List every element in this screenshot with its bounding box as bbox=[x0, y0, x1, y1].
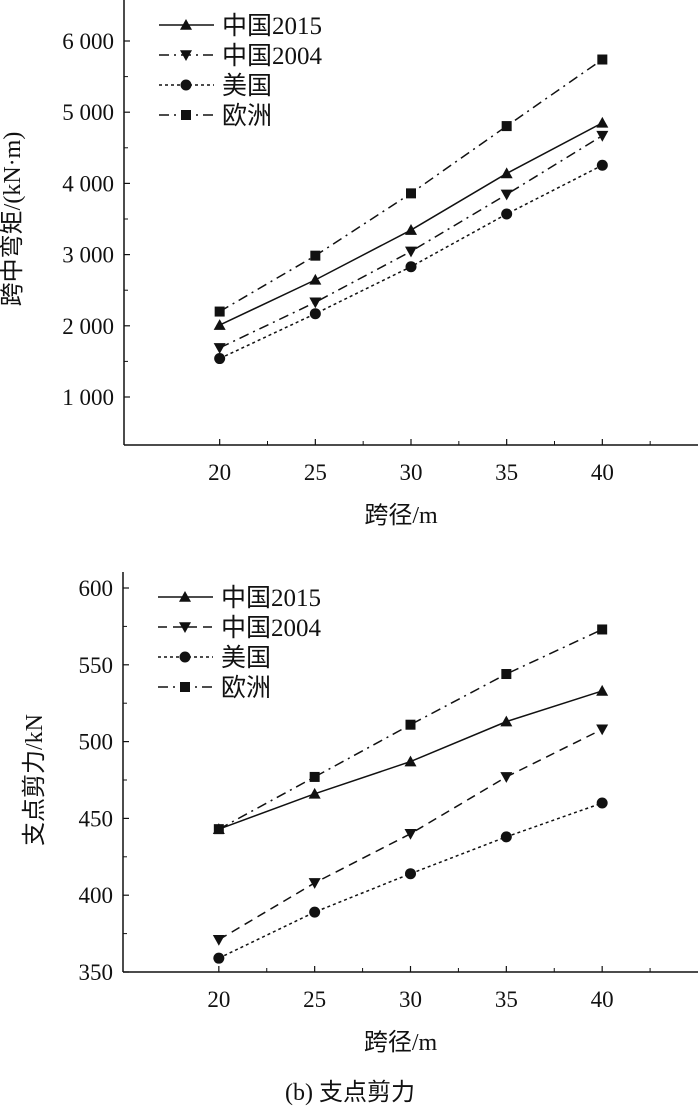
legend-marker bbox=[179, 651, 191, 663]
y-tick-label: 5 000 bbox=[62, 100, 114, 125]
data-point-0-4 bbox=[596, 116, 609, 128]
legend-label: 美国 bbox=[221, 644, 271, 672]
data-point-3-2 bbox=[405, 719, 416, 730]
data-point-2-3 bbox=[501, 208, 513, 220]
data-point-2-0 bbox=[213, 952, 225, 964]
data-point-2-2 bbox=[405, 868, 416, 880]
series-line-2 bbox=[218, 802, 603, 959]
series-line-3 bbox=[219, 58, 603, 313]
data-point-0-1 bbox=[309, 273, 322, 285]
data-point-3-0 bbox=[213, 824, 224, 835]
series-line-1 bbox=[218, 728, 603, 941]
y-tick-label: 6 000 bbox=[62, 29, 114, 54]
data-point-1-4 bbox=[596, 724, 609, 736]
data-point-3-3 bbox=[501, 121, 512, 132]
data-point-0-4 bbox=[596, 684, 609, 696]
data-point-1-1 bbox=[309, 297, 322, 309]
data-point-2-2 bbox=[405, 261, 417, 273]
y-tick-label: 600 bbox=[79, 576, 114, 601]
y-tick-label: 550 bbox=[79, 653, 114, 678]
legend-marker bbox=[181, 110, 191, 120]
y-tick-label: 350 bbox=[79, 960, 114, 985]
chart-span-moment: 1 000 2 000 3 000 4 000 5 000 6 000 20 25 30 35 40… bbox=[0, 0, 698, 529]
legend-label: 欧洲 bbox=[221, 674, 271, 702]
legend-marker bbox=[180, 19, 192, 30]
legend-label: 中国2004 bbox=[221, 614, 322, 642]
data-point-1-1 bbox=[308, 878, 321, 889]
data-point-1-3 bbox=[500, 189, 513, 201]
x-tick-label: 35 bbox=[495, 987, 518, 1012]
data-point-2-1 bbox=[309, 308, 321, 320]
chart-support-shear: 350 400 450 500 550 600 20 25 30 35 40 跨径/m 支点剪力/kN (… bbox=[21, 572, 698, 1106]
data-point-1-2 bbox=[404, 828, 417, 840]
data-point-3-1 bbox=[310, 250, 321, 261]
legend-marker bbox=[180, 79, 192, 91]
x-tick-label: 30 bbox=[400, 460, 423, 485]
x-tick-label: 30 bbox=[399, 987, 422, 1012]
legend-marker bbox=[180, 682, 190, 692]
x-tick-label: 20 bbox=[207, 987, 230, 1012]
legend-label: 中国2015 bbox=[222, 12, 322, 40]
legend-marker bbox=[179, 622, 191, 633]
data-point-1-3 bbox=[500, 772, 513, 783]
data-point-2-4 bbox=[596, 797, 608, 809]
data-point-3-3 bbox=[501, 669, 512, 680]
y-tick-label: 400 bbox=[79, 883, 114, 908]
x-tick-label: 40 bbox=[591, 460, 614, 485]
data-point-2-4 bbox=[596, 159, 608, 171]
data-point-0-2 bbox=[404, 755, 417, 767]
data-point-1-0 bbox=[213, 343, 226, 354]
data-point-1-4 bbox=[596, 130, 609, 142]
data-point-2-1 bbox=[309, 906, 321, 918]
data-point-0-1 bbox=[308, 787, 321, 799]
data-point-0-2 bbox=[405, 224, 417, 235]
data-point-0-3 bbox=[500, 715, 513, 727]
y-tick-label: 500 bbox=[79, 730, 114, 755]
data-point-3-2 bbox=[406, 188, 416, 199]
chart-caption: (b) 支点剪力 bbox=[285, 1079, 415, 1106]
y-axis-label: 支点剪力/kN bbox=[21, 714, 48, 846]
legend-label: 中国2004 bbox=[222, 42, 323, 70]
x-axis-label: 跨径/m bbox=[364, 502, 438, 529]
x-tick-label: 20 bbox=[208, 460, 231, 485]
legend-marker bbox=[180, 50, 192, 61]
y-tick-label: 450 bbox=[79, 806, 114, 831]
y-axis-label: 跨中弯矩/(kN·m) bbox=[0, 132, 26, 307]
data-point-1-2 bbox=[405, 246, 417, 258]
x-tick-label: 25 bbox=[304, 460, 327, 485]
x-tick-label: 35 bbox=[495, 460, 518, 485]
y-tick-label: 2 000 bbox=[62, 314, 114, 339]
series-line-0 bbox=[219, 122, 603, 326]
y-tick-label: 3 000 bbox=[62, 243, 114, 268]
legend-label: 美国 bbox=[222, 72, 272, 100]
data-point-0-0 bbox=[213, 319, 226, 330]
x-axis-label: 跨径/m bbox=[364, 1029, 438, 1056]
y-tick-label: 4 000 bbox=[62, 171, 114, 196]
series-line-3 bbox=[218, 628, 603, 830]
data-point-3-4 bbox=[597, 54, 608, 65]
data-point-3-4 bbox=[597, 624, 608, 635]
data-point-2-3 bbox=[500, 831, 512, 843]
x-tick-label: 40 bbox=[591, 987, 614, 1012]
y-tick-label: 1 000 bbox=[62, 385, 114, 410]
series-line-1 bbox=[219, 135, 603, 349]
legend-marker bbox=[179, 591, 191, 602]
legend-label: 欧洲 bbox=[222, 102, 272, 130]
data-point-2-0 bbox=[214, 353, 226, 365]
data-point-1-0 bbox=[212, 934, 225, 946]
data-point-0-3 bbox=[500, 167, 513, 179]
data-point-3-0 bbox=[214, 306, 225, 317]
legend-label: 中国2015 bbox=[221, 584, 321, 612]
data-point-3-1 bbox=[309, 771, 320, 782]
x-tick-label: 25 bbox=[303, 987, 326, 1012]
